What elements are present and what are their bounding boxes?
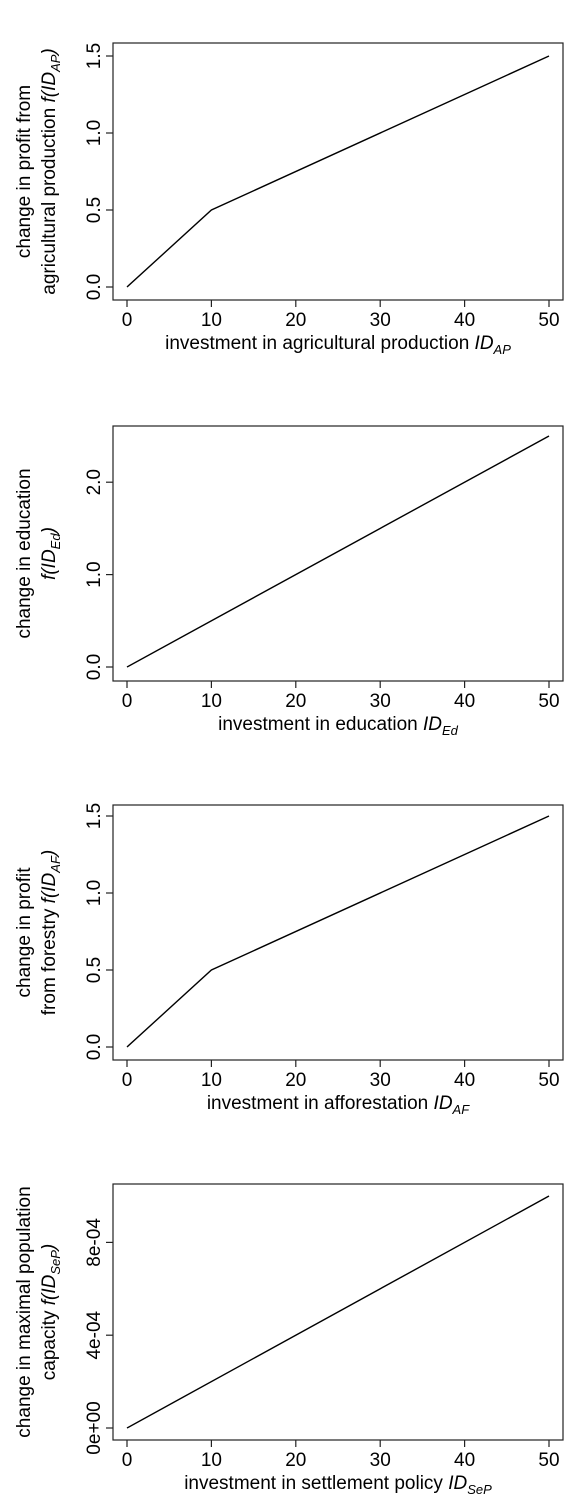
x-tick-label: 10 [201, 1070, 222, 1091]
series-line [126, 55, 550, 288]
x-axis-label: investment in education IDEd [218, 714, 459, 738]
y-tick-label: 1.5 [84, 43, 105, 69]
plot-frame [112, 425, 564, 682]
y-axis-label-close: ) [39, 527, 60, 535]
y-axis-label-line1: change in maximal population [14, 1186, 35, 1437]
y-axis-label-subscript: AF [48, 855, 63, 874]
x-tick-label: 40 [454, 1070, 475, 1091]
y-axis-label-id: ID [39, 872, 60, 891]
x-axis-label-id: ID [448, 1473, 467, 1494]
x-tick-label: 0 [122, 691, 133, 712]
y-axis-label-prefix: from forestry [39, 903, 60, 1015]
y-axis-label-line1: change in education [14, 468, 35, 638]
y-tick-label: 2.0 [84, 469, 105, 495]
x-axis-label-text: investment in afforestation [207, 1093, 434, 1114]
y-tick-label: 0.0 [84, 654, 105, 680]
x-tick-label: 20 [285, 1070, 306, 1091]
x-tick-label: 30 [370, 1070, 391, 1091]
y-axis-label-line2: agricultural production f(IDAP) [39, 48, 63, 295]
x-tick-label: 30 [370, 1450, 391, 1471]
chart-panel-4: 0 10 20 30 40 50 0e+00 4e-04 8e-04 investment in … [14, 1183, 564, 1497]
y-tick-label: 0.5 [84, 197, 105, 223]
y-axis-label-subscript: AP [48, 54, 63, 73]
x-axis-label-subscript: AF [452, 1102, 471, 1117]
y-axis-label-subscript: Ed [48, 533, 63, 550]
y-axis-label-func: f( [39, 89, 60, 102]
y-tick-label: 1.0 [84, 880, 105, 906]
x-tick-label: 20 [285, 1450, 306, 1471]
x-tick-label: 30 [370, 691, 391, 712]
x-axis-label-subscript: AP [493, 342, 512, 357]
y-tick-label: 0.0 [84, 1034, 105, 1060]
x-tick-label: 50 [538, 691, 559, 712]
x-tick-label: 0 [122, 1070, 133, 1091]
x-tick-label: 50 [538, 1070, 559, 1091]
x-tick-label: 0 [122, 1450, 133, 1471]
series-line [126, 1195, 550, 1429]
y-tick-label: 0.5 [84, 957, 105, 983]
y-axis-label-close: ) [39, 48, 60, 56]
y-tick-label: 1.5 [84, 803, 105, 829]
y-axis-label-func: f( [39, 1292, 60, 1305]
x-axis-label-id: ID [423, 714, 442, 735]
y-tick-label: 0.0 [84, 274, 105, 300]
x-axis-label-subscript: Ed [442, 723, 459, 738]
y-axis-label-prefix: capacity [39, 1305, 60, 1380]
plot-frame [112, 42, 564, 301]
y-axis-label-close: ) [39, 850, 60, 858]
x-tick-label: 40 [454, 310, 475, 331]
y-tick-label: 1.0 [84, 120, 105, 146]
plot-frame [112, 804, 564, 1061]
chart-panel-1: 0 10 20 30 40 50 0.0 0.5 1.0 1.5 investment in agr… [14, 42, 564, 357]
y-axis-label-id: ID [39, 72, 60, 91]
y-tick-label: 1.0 [84, 561, 105, 587]
y-axis-label-line1: change in profit from [14, 85, 35, 258]
y-tick-label: 8e-04 [84, 1218, 105, 1267]
x-tick-label: 10 [201, 1450, 222, 1471]
y-axis-label-prefix: agricultural production [39, 103, 60, 295]
x-tick-label: 10 [201, 691, 222, 712]
series-line [126, 815, 550, 1048]
x-axis-label-subscript: SeP [467, 1482, 492, 1497]
x-axis-label-text: investment in settlement policy [184, 1473, 448, 1494]
plot-frame [112, 1183, 564, 1441]
series-line [126, 435, 550, 668]
x-tick-label: 20 [285, 310, 306, 331]
y-axis-label-line2: capacity f(IDSeP) [39, 1244, 63, 1381]
y-axis-label-line1: change in profit [14, 867, 35, 998]
x-axis-label-text: investment in education [218, 714, 423, 735]
x-tick-label: 10 [201, 310, 222, 331]
x-tick-label: 50 [538, 1450, 559, 1471]
y-axis-label-line2: from forestry f(IDAF) [39, 850, 63, 1015]
x-tick-label: 30 [370, 310, 391, 331]
y-axis-label-id: ID [39, 549, 60, 568]
x-axis-label: investment in afforestation IDAF [207, 1093, 470, 1117]
y-axis-label-func: f( [39, 567, 60, 580]
x-tick-label: 40 [454, 1450, 475, 1471]
x-axis-label-id: ID [475, 333, 494, 354]
y-axis-label-subscript: SeP [48, 1250, 63, 1275]
x-axis-label-id: ID [434, 1093, 453, 1114]
y-axis-label-id: ID [39, 1274, 60, 1293]
x-axis-label: investment in agricultural production ID… [165, 333, 511, 357]
x-tick-label: 0 [122, 310, 133, 331]
y-axis-label-line2: f(IDEd) [39, 527, 63, 580]
x-axis-label-text: investment in agricultural production [165, 333, 474, 354]
x-tick-label: 50 [538, 310, 559, 331]
y-tick-label: 4e-04 [84, 1310, 105, 1359]
chart-panel-3: 0 10 20 30 40 50 0.0 0.5 1.0 1.5 investment in aff… [14, 803, 564, 1117]
x-tick-label: 20 [285, 691, 306, 712]
y-axis-label-close: ) [39, 1244, 60, 1252]
x-axis-label: investment in settlement policy IDSeP [184, 1473, 492, 1497]
y-tick-label: 0e+00 [84, 1401, 105, 1454]
y-axis-label-func: f( [39, 890, 60, 903]
chart-panel-2: 0 10 20 30 40 50 0.0 1.0 2.0 investment in educat… [14, 425, 564, 738]
x-tick-label: 40 [454, 691, 475, 712]
